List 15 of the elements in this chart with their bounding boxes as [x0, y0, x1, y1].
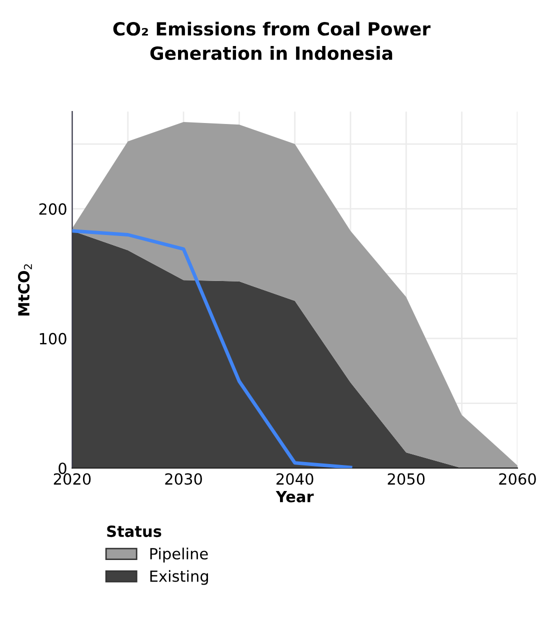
y-tick-label: 0: [58, 462, 66, 474]
y-axis-title: MtCO$_{2}$: [18, 264, 32, 316]
x-tick-label: 2020: [54, 473, 91, 485]
x-tick-label: 2060: [499, 473, 536, 485]
legend-label: Existing: [150, 570, 208, 585]
legend-title: Status: [107, 526, 162, 538]
y-tick-label: 200: [39, 203, 66, 215]
x-tick-label: 2040: [276, 473, 314, 485]
x-tick-label: 2050: [388, 473, 425, 485]
x-tick-label: 2030: [165, 473, 202, 485]
x-axis-title: Year: [276, 490, 314, 502]
line-series: [72, 229, 352, 468]
legend-label: Pipeline: [150, 548, 208, 562]
y-tick-label: 100: [40, 332, 66, 344]
chart-title: CO₂ Emissions from Coal Power Generation in Indonesia: [113, 22, 431, 60]
